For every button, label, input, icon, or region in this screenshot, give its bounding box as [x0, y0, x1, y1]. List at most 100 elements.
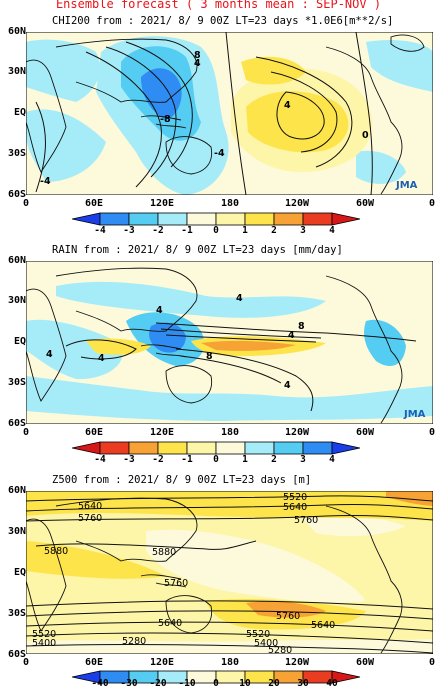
rain-title: RAIN from : 2021/ 8/ 9 00Z LT=23 days [m…: [52, 244, 343, 256]
lat-label-30n: 30N: [7, 66, 26, 77]
chi200-coast-africa: [26, 59, 67, 173]
colorbar-tick: -40: [91, 678, 109, 689]
z500-map: 5520 5640 5760 5640 5760 5880 5880 5760 …: [26, 491, 433, 654]
lon-label-60e: 60E: [84, 657, 104, 668]
colorbar-tick: 4: [329, 225, 335, 236]
colorbar-tick: 3: [300, 225, 306, 236]
colorbar-swatch: [186, 212, 217, 226]
rain-contour-6: [65, 339, 137, 360]
z500-contour-label-1: 5520: [283, 492, 307, 503]
rain-coast-americas: [325, 275, 403, 424]
z500-contour-label-14: 5400: [32, 638, 56, 649]
rain-contour-label-8: 4: [284, 380, 291, 391]
z500-coast-americas: [325, 505, 403, 654]
chi200-contour-7: [225, 32, 247, 195]
z500-contour-label-6: 5880: [44, 546, 68, 557]
z500-contour-label-4: 5640: [78, 501, 102, 512]
chi200-anomaly-negative-strong: [141, 68, 182, 120]
colorbar-tick: 20: [268, 678, 280, 689]
rain-coast-eurasia: [55, 267, 198, 332]
chi200-contour-5: [270, 71, 338, 153]
chi200-contour-label-6: 0: [362, 130, 369, 141]
z500-contour-label-5: 5760: [78, 513, 102, 524]
colorbar-swatch: [157, 441, 188, 455]
z500-contour-label-10: 5640: [158, 618, 182, 629]
lon-label-120w: 120W: [284, 198, 310, 209]
colorbar-tick: 2: [271, 454, 277, 465]
rain-contour-5: [180, 355, 282, 384]
rain-anomaly-wet-americas: [364, 319, 406, 366]
lat-label-30s: 30S: [7, 148, 26, 159]
chi200-coast-greenland: [390, 34, 425, 52]
lon-label-60w: 60W: [355, 657, 375, 668]
z500-contour-label-11: 5640: [311, 620, 335, 631]
colorbar-tick: 0: [213, 678, 219, 689]
lon-label-0: 0: [22, 657, 30, 668]
rain-contour-1: [155, 322, 417, 342]
chi200-coast-americas: [325, 46, 403, 195]
z500-contour-label-13: 5520: [246, 629, 270, 640]
rain-contour-4: [175, 348, 314, 412]
lon-label-180: 180: [220, 427, 240, 438]
jma-logo-2: JMA: [404, 409, 426, 420]
z500-contour-5880-n: [35, 540, 257, 550]
lon-label-0-end: 0: [428, 657, 436, 668]
rain-contour-label-6: 8: [206, 351, 213, 362]
chi200-anomaly-positive-core: [246, 91, 349, 153]
chi200-contour-label-3: -8: [160, 114, 171, 125]
z500-contour-5400-s: [26, 632, 433, 644]
chi200-map: 8 4 -8 -4 4 0 -4: [26, 32, 433, 195]
rain-anomaly-wet-north: [56, 281, 326, 318]
z500-anomaly-neutral-pacific: [146, 529, 366, 603]
colorbar-swatch: [302, 441, 333, 455]
lon-label-0-end: 0: [428, 198, 436, 209]
colorbar-tick: 10: [239, 678, 251, 689]
colorbar-swatch: [157, 212, 188, 226]
rain-contour-label-1: 4: [236, 293, 243, 304]
lat-label-60n: 60N: [7, 255, 26, 266]
colorbar-tick: -4: [94, 225, 106, 236]
colorbar-tick: -30: [120, 678, 138, 689]
colorbar-swatch: [244, 441, 275, 455]
colorbar-tick: 1: [242, 225, 248, 236]
z500-contour-5760-n: [26, 514, 433, 522]
colorbar-swatch: [215, 441, 246, 455]
colorbar-tick: -2: [152, 454, 164, 465]
colorbar-tick: -2: [152, 225, 164, 236]
colorbar-swatch: [99, 441, 130, 455]
lat-label-30s: 30S: [7, 377, 26, 388]
rain-contour-label-7: 4: [98, 353, 105, 364]
chi200-colorbar-ticks: -4 -3 -2 -1 0 1 2 3 4: [0, 225, 437, 237]
colorbar-tick: 4: [329, 454, 335, 465]
lat-label-eq: EQ: [13, 107, 26, 118]
rain-anomaly-wet-south: [26, 376, 433, 421]
rain-colorbar: [71, 440, 382, 459]
colorbar-swatch: [128, 441, 159, 455]
colorbar-tick: 2: [271, 225, 277, 236]
chi200-contour-label-7: -4: [40, 176, 51, 187]
colorbar-tick: 0: [213, 454, 219, 465]
lon-label-60w: 60W: [355, 198, 375, 209]
colorbar-swatch: [302, 212, 333, 226]
z500-contour-5760-s: [26, 600, 433, 610]
chi200-contour-label-4: -4: [214, 148, 225, 159]
colorbar-tick: 3: [300, 454, 306, 465]
chi200-colorbar: [71, 211, 382, 230]
lat-label-eq: EQ: [13, 336, 26, 347]
colorbar-high-triangle: [331, 212, 361, 226]
rain-map: 4 4 8 4 4 8 4 4: [26, 261, 433, 424]
chi200-contour-8: [355, 32, 373, 195]
z500-contour-label-8: 5760: [164, 578, 188, 589]
colorbar-tick: -10: [178, 678, 196, 689]
chi200-contour-1: [125, 41, 193, 168]
z500-coast-africa: [26, 518, 67, 632]
jma-logo-1: JMA: [396, 180, 418, 191]
lon-label-0-end: 0: [428, 427, 436, 438]
colorbar-tick: -1: [181, 454, 193, 465]
chi200-anomaly-negative-se: [356, 150, 406, 184]
z500-contour-5280-s: [26, 644, 433, 654]
z500-contour-label-3: 5760: [294, 515, 318, 526]
z500-contour-label-9: 5760: [276, 611, 300, 622]
z500-contour-label-2: 5640: [283, 502, 307, 513]
chi200-contour-label-1: 8: [194, 50, 201, 61]
